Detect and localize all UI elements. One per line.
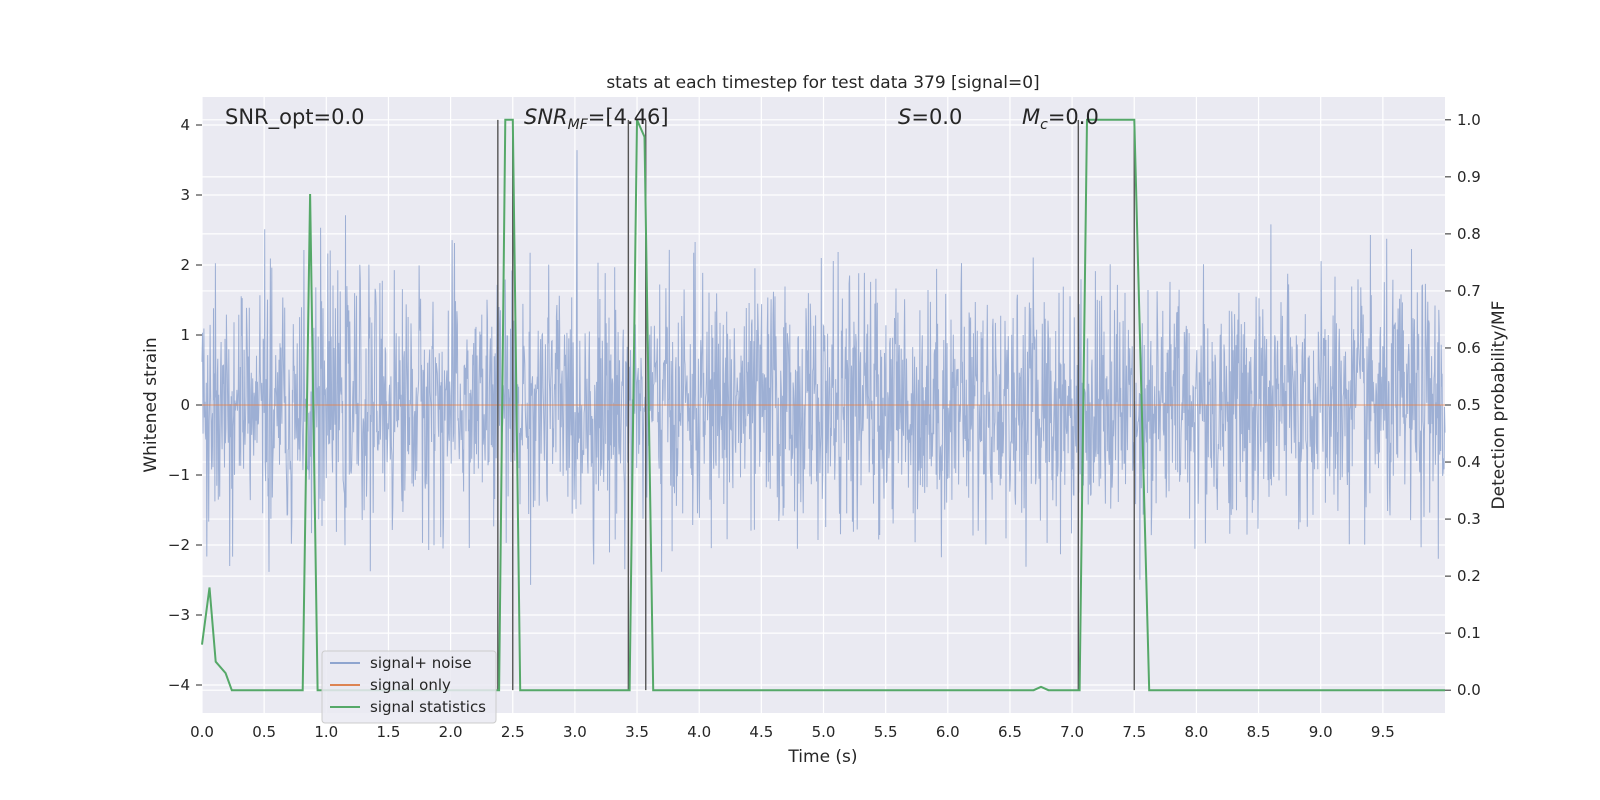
y-tick-label-right: 0.2: [1457, 567, 1481, 585]
x-tick-label: 8.0: [1184, 723, 1208, 741]
y-tick-label-left: −3: [168, 606, 190, 624]
noise-series-layer: [201, 150, 1446, 585]
legend-label-statistics: signal statistics: [370, 698, 486, 716]
x-tick-label: 7.0: [1060, 723, 1084, 741]
x-tick-label: 2.5: [501, 723, 525, 741]
data-layer: [201, 118, 1445, 692]
y-tick-label-right: 1.0: [1457, 111, 1481, 129]
y-tick-label-right: 0.3: [1457, 510, 1481, 528]
signal-noise-line: [201, 150, 1446, 585]
x-tick-label: 5.5: [874, 723, 898, 741]
y-tick-label-left: −2: [168, 536, 190, 554]
x-tick-label: 9.0: [1309, 723, 1333, 741]
y-tick-label-right: 0.1: [1457, 624, 1481, 642]
legend: signal+ noise signal only signal statist…: [321, 650, 497, 724]
x-tick-label: 9.5: [1371, 723, 1395, 741]
y-tick-label-left: 0: [180, 396, 190, 414]
y-tick-label-left: 4: [180, 116, 190, 134]
y-axis-label-left: Whitened strain: [141, 337, 161, 472]
y-tick-label-left: 1: [180, 326, 190, 344]
x-tick-label: 6.0: [936, 723, 960, 741]
x-tick-label: 0.0: [190, 723, 214, 741]
mc-value: =0.0: [1048, 105, 1099, 129]
s-symbol: S: [898, 105, 911, 129]
x-tick-label: 1.5: [377, 723, 401, 741]
annotation-mc: Mc=0.0: [1022, 105, 1099, 133]
x-tick-label: 1.0: [314, 723, 338, 741]
annotation-s: S=0.0: [898, 105, 962, 129]
x-tick-label: 6.5: [998, 723, 1022, 741]
snr-mf-base: SNR: [524, 105, 568, 129]
x-tick-label: 8.5: [1247, 723, 1271, 741]
y-axis-label-right: Detection probability/MF: [1489, 301, 1509, 510]
x-tick-label: 4.5: [749, 723, 773, 741]
x-tick-label: 4.0: [687, 723, 711, 741]
x-tick-label: 7.5: [1122, 723, 1146, 741]
annotation-snr-mf: SNRMF=[4.46]: [524, 105, 669, 133]
y-tick-label-right: 0.5: [1457, 396, 1481, 414]
signal-statistics-line: [201, 118, 1445, 692]
legend-label-signal-only: signal only: [370, 676, 451, 694]
y-tick-label-right: 0.9: [1457, 168, 1481, 186]
y-tick-label-right: 0.4: [1457, 453, 1481, 471]
mc-sub: c: [1040, 117, 1048, 133]
x-tick-label: 2.0: [439, 723, 463, 741]
x-tick-label: 5.0: [812, 723, 836, 741]
x-axis-label: Time (s): [787, 747, 857, 767]
y-tick-label-right: 0.6: [1457, 339, 1481, 357]
legend-label-noise: signal+ noise: [370, 654, 472, 672]
y-tick-label-left: −4: [168, 676, 190, 694]
y-tick-label-left: −1: [168, 466, 190, 484]
chart-title: stats at each timestep for test data 379…: [606, 73, 1039, 93]
mc-base: M: [1022, 105, 1040, 129]
x-tick-label: 3.0: [563, 723, 587, 741]
s-value: =0.0: [911, 105, 962, 129]
y-tick-label-right: 0.8: [1457, 225, 1481, 243]
ticks-layer: 0.0 0.5 1.0 1.5 2.0 2.5 3.0 3.5 4.0 4.5 5.0 5.5 6.0 6…: [168, 111, 1481, 741]
snr-mf-sub: MF: [568, 117, 589, 133]
x-tick-label: 3.5: [625, 723, 649, 741]
y-tick-label-right: 0.7: [1457, 282, 1481, 300]
snr-mf-value: =[4.46]: [588, 105, 669, 129]
y-tick-label-left: 2: [180, 256, 190, 274]
annotation-snr-opt: SNR_opt=0.0: [225, 105, 365, 130]
legend-box: [321, 650, 497, 724]
y-tick-label-right: 0.0: [1457, 681, 1481, 699]
x-tick-label: 0.5: [252, 723, 276, 741]
y-tick-label-left: 3: [180, 186, 190, 204]
